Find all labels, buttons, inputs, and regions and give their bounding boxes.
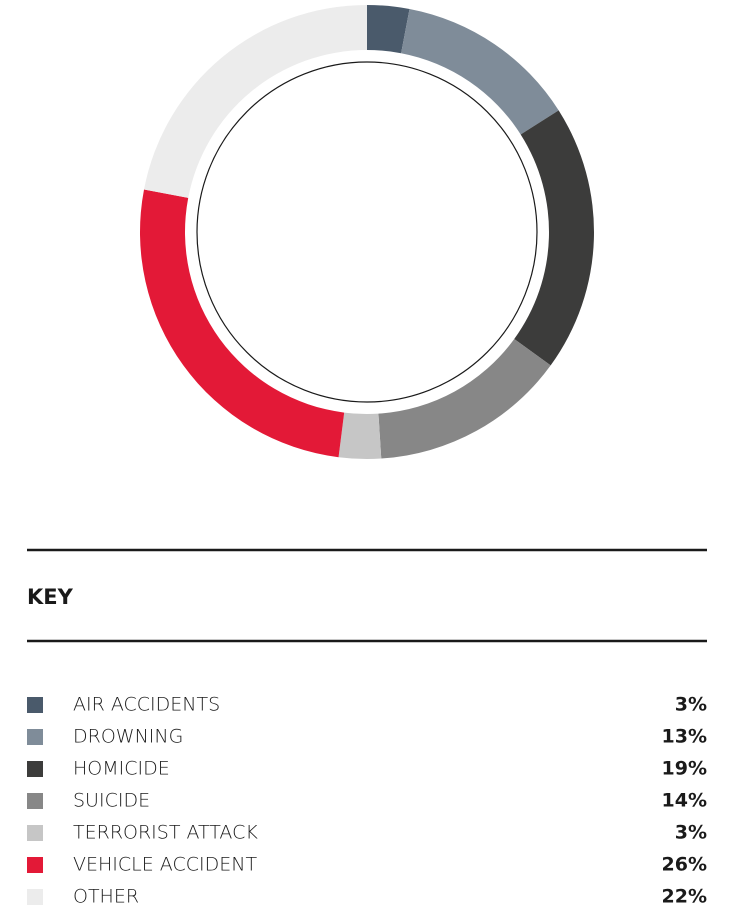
legend-value: 3% (675, 822, 707, 844)
legend-value: 13% (662, 726, 707, 748)
donut-segment (140, 189, 345, 458)
legend-value: 3% (675, 694, 707, 716)
legend-swatch (27, 825, 43, 841)
donut-segment (514, 110, 594, 366)
legend-label: HOMICIDE (73, 758, 170, 780)
donut-segment (401, 9, 559, 135)
legend-swatch (27, 857, 43, 873)
donut-segment (378, 338, 551, 459)
legend-swatch (27, 889, 43, 905)
legend-swatch (27, 729, 43, 745)
legend-swatch (27, 793, 43, 809)
legend-value: 22% (662, 886, 707, 908)
donut-segment (338, 412, 382, 459)
legend-value: 19% (662, 758, 707, 780)
legend-label: TERRORIST ATTACK (73, 822, 258, 844)
legend-swatch (27, 697, 43, 713)
legend-label: OTHER (73, 886, 139, 908)
legend-label: VEHICLE ACCIDENT (73, 854, 257, 876)
inner-circle (196, 61, 538, 403)
donut-segment (367, 5, 410, 54)
legend-label: SUICIDE (73, 790, 150, 812)
legend-value: 26% (662, 854, 707, 876)
legend-title: KEY (27, 585, 74, 609)
legend-label: AIR ACCIDENTS (73, 694, 220, 716)
legend-swatch (27, 761, 43, 777)
donut-segment (144, 5, 367, 198)
legend-value: 14% (662, 790, 707, 812)
legend-label: DROWNING (73, 726, 183, 748)
